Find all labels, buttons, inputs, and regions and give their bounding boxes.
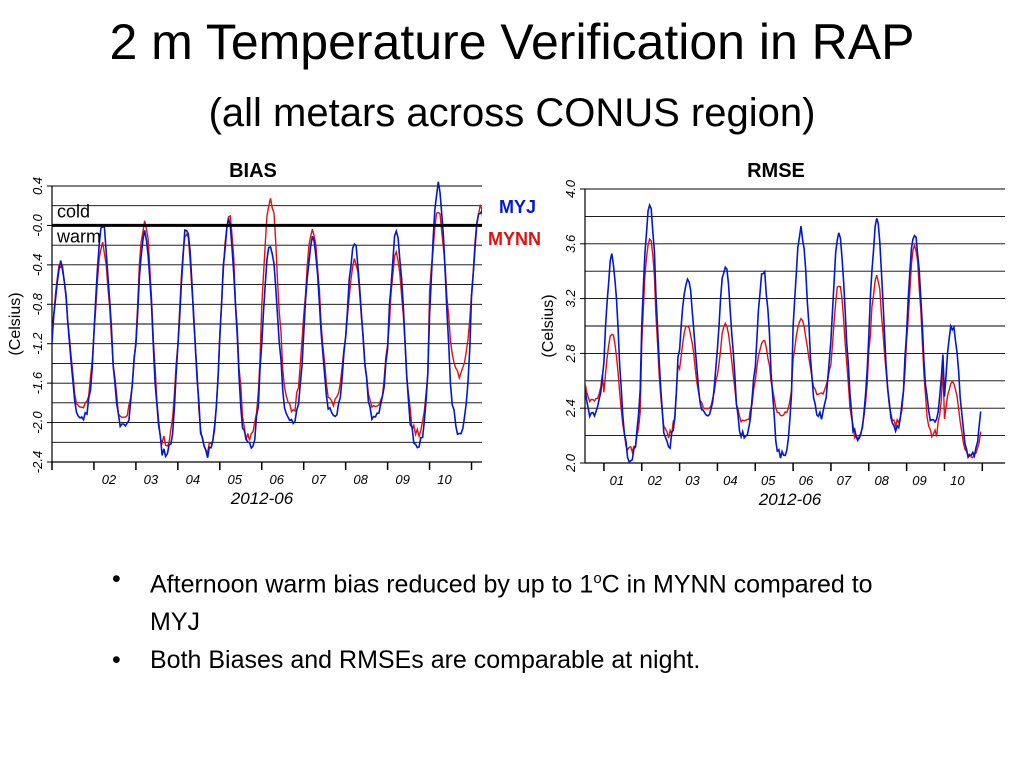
rmse-chart: 4.0 3.6 3.2 2.8 2.4 2.0 (Celsius) 01 02 03 04 05 06 0… [540,179,1005,509]
legend-mynn: MYNN [488,229,541,249]
y-tick-label: -0.4 [30,254,45,276]
x-tick-label: 07 [311,472,326,487]
y-tick-label: -2.0 [30,411,45,434]
bullet-item: • Both Biases and RMSEs are comparable a… [112,641,912,679]
legend-myj: MYJ [499,197,537,217]
y-tick-label: -1.6 [30,371,45,394]
series-line-myj [585,202,982,463]
x-tick-label: 08 [874,473,889,488]
annotation-warm: warm [56,226,101,246]
bias-chart: 0.4 -0.0 -0.4 -0.8 -1.2 -1.6 -2.0 -2.4 (Celsius)… [7,177,482,508]
series-line-myj [52,181,482,459]
annotation-cold: cold [57,201,90,221]
y-tick-label: 2.8 [563,344,578,364]
x-tick-label: 09 [912,473,926,488]
x-tick-label: 07 [837,473,852,488]
y-tick-label: 2.4 [563,399,578,418]
series-line-mynn [585,237,982,459]
x-tick-label: 01 [610,473,624,488]
slide-subtitle: (all metars across CONUS region) [208,91,816,135]
x-tick-label: 04 [723,473,737,488]
bullet-text: Both Biases and RMSEs are comparable at … [150,646,701,675]
x-tick-label: 03 [685,473,700,488]
x-tick-label: 10 [950,473,965,488]
bullet-dot-icon: • [112,646,121,675]
bullet-text-tail: C in MYNN compared to MYJ [150,570,873,637]
y-tick-label: -2.4 [30,451,45,473]
x-tick-label: 03 [144,472,159,487]
rmse-chart-title: RMSE [747,160,805,182]
y-tick-label: -0.0 [30,213,45,236]
bias-chart-title: BIAS [229,160,277,182]
x-tick-label: 05 [761,473,776,488]
x-tick-label: 06 [799,473,814,488]
bullet-text: Afternoon warm bias reduced by up to 1 [150,570,594,599]
y-tick-label: 0.4 [30,177,45,195]
y-tick-label: -1.2 [30,332,45,355]
bullet-dot-icon: • [112,565,121,593]
y-axis-label: (Celsius) [7,292,24,355]
y-axis-label: (Celsius) [540,294,557,357]
x-tick-label: 09 [395,472,409,487]
slide-title: 2 m Temperature Verification in RAP [109,14,915,70]
x-tick-label: 08 [353,472,368,487]
x-tick-label: 05 [228,472,243,487]
x-tick-label: 10 [437,472,452,487]
y-tick-label: 2.0 [563,453,578,473]
y-tick-label: 3.6 [563,234,578,253]
x-tick-label: 02 [647,473,662,488]
y-tick-label: 4.0 [563,179,578,198]
x-tick-label: 04 [186,472,200,487]
bullet-superscript: o [593,570,602,587]
y-tick-label: 3.2 [563,289,578,308]
x-axis-label: 2012-06 [230,489,294,508]
y-tick-label: -0.8 [30,292,45,315]
x-tick-label: 02 [102,472,117,487]
bullet-list: • Afternoon warm bias reduced by up to 1… [112,560,912,679]
bullet-item: • Afternoon warm bias reduced by up to 1… [112,560,912,641]
x-tick-label: 06 [269,472,284,487]
x-axis-label: 2012-06 [758,490,822,509]
